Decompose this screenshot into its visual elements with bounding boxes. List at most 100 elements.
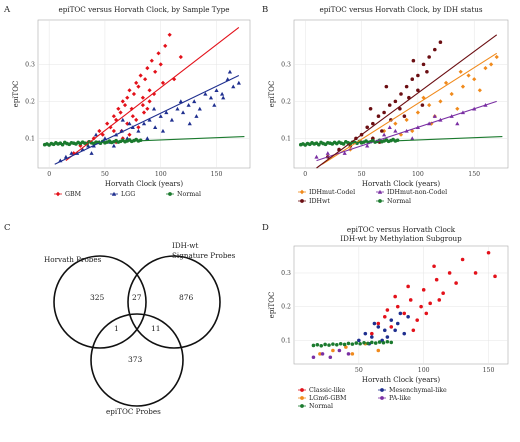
chart-b-point-0-7 <box>427 103 432 108</box>
chart-d-xtick-0: 50 <box>355 367 363 374</box>
chart-a-point-1-17 <box>153 125 158 129</box>
chart-d-point-4-14 <box>366 341 370 346</box>
chart-b-point-0-8 <box>438 99 443 104</box>
chart-b: 0 50 100 150 0.1 0.2 0.3 epiTOC versus Horvath … <box>268 5 509 205</box>
chart-b-point-0-4 <box>393 121 398 126</box>
chart-a-legend-marker-1 <box>111 191 117 196</box>
chart-a-ylabel: epiTOC <box>12 81 20 108</box>
chart-b-point-1-1 <box>325 151 330 155</box>
chart-a-point-1-28 <box>214 88 219 92</box>
chart-a-point-0-18 <box>134 80 139 85</box>
chart-d-point-1-13 <box>385 335 390 339</box>
venn-circle-idh <box>127 255 221 349</box>
chart-b-point-1-0 <box>314 154 319 159</box>
chart-a-point-0-44 <box>160 80 166 85</box>
chart-a-point-0-29 <box>163 43 168 48</box>
chart-b-point-1-19 <box>410 136 415 141</box>
chart-d-point-1-6 <box>395 321 400 326</box>
chart-d-point-0-15 <box>406 284 410 289</box>
chart-b-point-2-27 <box>402 114 407 118</box>
chart-a-point-1-2 <box>69 151 74 155</box>
chart-d-point-3-1 <box>320 352 325 356</box>
chart-a-legend-label-0: GBM <box>65 191 82 198</box>
chart-b-point-0-3 <box>382 128 387 134</box>
venn-label-epitoc: epiTOC Probes <box>106 407 161 416</box>
chart-a-point-1-35 <box>127 121 132 126</box>
chart-a-fit-line-2 <box>43 136 245 146</box>
venn-label-horvath: Horvath Probes <box>44 255 102 264</box>
chart-b-point-0-20 <box>477 88 482 93</box>
chart-a-point-0-13 <box>122 103 128 108</box>
chart-b-point-0-13 <box>494 54 499 60</box>
venn-count-idh-only: 876 <box>179 293 194 302</box>
chart-d-point-1-7 <box>402 331 407 336</box>
venn-circle-horvath <box>53 255 147 349</box>
chart-b-point-0-19 <box>466 73 471 78</box>
chart-a-point-0-14 <box>125 95 130 100</box>
chart-d-point-1-11 <box>406 315 410 319</box>
chart-d-xtick-1: 100 <box>418 367 430 374</box>
chart-a-point-0-17 <box>131 91 137 97</box>
chart-b-point-2-30 <box>368 107 373 111</box>
chart-a-ytick-2: 0.3 <box>25 61 35 68</box>
chart-d-point-4-5 <box>331 342 335 346</box>
chart-b-point-0-17 <box>443 80 449 85</box>
chart-d-point-4-9 <box>346 341 351 346</box>
chart-b-legend-marker-0 <box>299 189 305 195</box>
chart-a-legend-label-2: Normal <box>177 191 201 198</box>
chart-d-xtick-2: 150 <box>483 367 495 374</box>
chart-b-point-0-12 <box>483 66 488 71</box>
chart-d-legend-marker-3 <box>380 396 384 400</box>
chart-d-point-0-0 <box>370 331 374 336</box>
chart-b-point-2-20 <box>380 129 384 133</box>
venn-diagram: Horvath Probes IDH-wt Signature Probes e… <box>44 241 236 416</box>
chart-b-point-2-7 <box>376 114 381 118</box>
panel-label-c: C <box>4 223 11 233</box>
chart-b-point-2-15 <box>421 62 426 67</box>
chart-b-legend-label-3: Normal <box>387 198 411 205</box>
chart-d-point-4-13 <box>362 340 366 345</box>
chart-a-legend-marker-2 <box>168 192 172 196</box>
chart-a-point-0-20 <box>138 73 143 78</box>
chart-a-point-1-21 <box>175 106 180 111</box>
venn-count-idh-epitoc: 11 <box>151 324 161 333</box>
chart-d-point-0-11 <box>441 291 445 295</box>
chart-a-point-1-33 <box>93 132 99 137</box>
chart-b-point-2-14 <box>416 73 420 78</box>
chart-a-point-0-10 <box>116 106 121 111</box>
chart-d-point-1-12 <box>372 321 377 326</box>
chart-a-point-1-20 <box>169 117 174 122</box>
chart-a-point-1-40 <box>212 103 217 107</box>
chart-d-legend-label-4: Normal <box>309 403 333 410</box>
chart-a-point-0-6 <box>105 121 110 126</box>
chart-a-point-1-36 <box>145 136 150 141</box>
chart-a-point-0-0 <box>71 151 76 156</box>
chart-d-point-0-17 <box>432 264 436 269</box>
chart-d-legend-label-0: Classic-like <box>309 387 346 394</box>
chart-a-point-0-39 <box>147 99 152 104</box>
chart-b-point-1-16 <box>342 151 347 155</box>
chart-d-point-4-8 <box>342 342 347 347</box>
chart-a-point-1-44 <box>151 106 157 111</box>
chart-d-point-0-3 <box>389 325 394 329</box>
chart-d-point-0-4 <box>395 304 400 309</box>
chart-a-point-0-25 <box>149 58 154 63</box>
chart-d-legend-marker-0 <box>300 388 304 392</box>
chart-a-point-1-23 <box>186 103 191 107</box>
chart-d-xlabel: Horvath Clock (years) <box>362 376 440 384</box>
chart-d-point-0-7 <box>415 318 419 322</box>
chart-a-point-1-39 <box>194 114 199 118</box>
chart-d-point-0-22 <box>493 274 497 279</box>
chart-a-point-1-16 <box>147 117 152 122</box>
chart-a-ytick-1: 0.2 <box>25 98 35 105</box>
chart-d-point-2-2 <box>344 345 348 349</box>
chart-d-point-4-3 <box>323 342 327 347</box>
chart-d-point-4-16 <box>373 341 378 345</box>
chart-a-point-0-27 <box>156 51 161 56</box>
chart-b-point-2-24 <box>416 88 420 93</box>
chart-a-point-1-42 <box>89 151 94 155</box>
chart-d-point-0-19 <box>460 257 465 262</box>
chart-a-point-1-31 <box>231 84 236 89</box>
chart-b-fit-line-0 <box>321 52 498 165</box>
chart-b-legend-marker-3 <box>378 199 382 203</box>
